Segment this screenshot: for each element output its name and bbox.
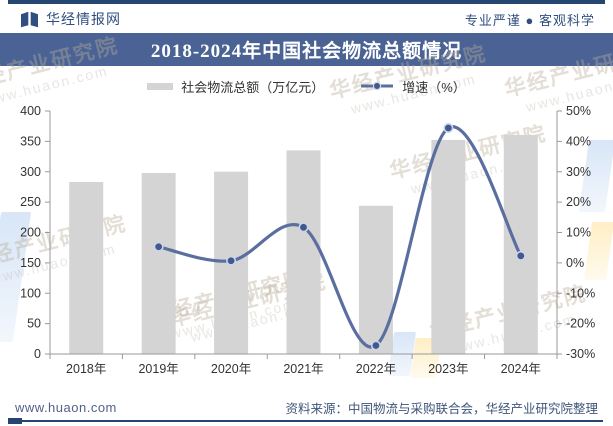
left-axis-label: 0: [34, 347, 41, 361]
open-book-logo-icon: [20, 11, 39, 28]
x-axis-label: 2021年: [283, 362, 323, 376]
brand-name: 华经情报网: [46, 11, 121, 27]
left-axis-label: 150: [20, 256, 41, 270]
right-axis-label: 0%: [566, 256, 584, 270]
left-axis-label: 50: [27, 317, 41, 331]
growth-marker: [443, 123, 454, 134]
right-axis-label: 10%: [566, 226, 591, 240]
left-axis-label: 350: [20, 134, 41, 148]
right-axis-label: 40%: [566, 134, 591, 148]
header-slogan: 专业严谨 ● 客观科学: [464, 12, 595, 28]
growth-marker: [515, 250, 526, 261]
left-axis-label: 400: [20, 104, 41, 118]
x-axis-label: 2019年: [138, 362, 178, 376]
top-border-rule: [8, 0, 605, 4]
bar-2021年: [286, 150, 321, 354]
bottom-border-cap: [8, 418, 22, 424]
axes: 0 50 100 150 200 250 300 350 400 -30% -20% -10% 0% 10…: [20, 104, 595, 376]
chart-legend: 社会物流总额（万亿元） 增速（%）: [0, 76, 613, 96]
left-axis-label: 250: [20, 195, 41, 209]
bar-2018年: [69, 182, 104, 354]
footer-bar: www.huaon.com 资料来源：中国物流与采购联合会，华经产业研究院整理: [0, 398, 613, 416]
header-bar: 华经情报网 专业严谨 ● 客观科学: [0, 6, 613, 32]
legend-item-growth: 增速（%）: [360, 77, 466, 96]
x-axis-label: 2023年: [428, 362, 468, 376]
growth-line-path: [157, 125, 523, 349]
bars-series: [69, 134, 538, 354]
growth-marker: [298, 222, 309, 233]
bottom-border-rule: [8, 420, 603, 422]
source-text: 资料来源：中国物流与采购联合会，华经产业研究院整理: [285, 401, 598, 416]
legend-label-total: 社会物流总额（万亿元）: [181, 79, 325, 95]
x-axis-label: 2020年: [211, 362, 251, 376]
growth-marker: [153, 241, 164, 252]
line-dot-swatch-icon: [360, 81, 394, 91]
right-axis-label: -30%: [566, 347, 595, 361]
page-title: 2018-2024年中国社会物流总额情况: [150, 41, 463, 62]
x-axis-label: 2022年: [356, 362, 396, 376]
bar-2024年: [503, 134, 538, 354]
bar-2023年: [431, 139, 466, 354]
bar-2019年: [141, 172, 176, 354]
chart-canvas: 0 50 100 150 200 250 300 350 400 -30% -20% -10% 0% 10…: [20, 104, 595, 376]
left-axis-label: 100: [20, 286, 41, 300]
brand: 华经情报网: [20, 9, 121, 29]
left-axis-label: 200: [20, 226, 41, 240]
legend-item-total: 社会物流总额（万亿元）: [147, 77, 324, 96]
legend-label-growth: 增速（%）: [402, 79, 466, 95]
right-axis-label: 20%: [566, 195, 591, 209]
site-link[interactable]: www.huaon.com: [15, 399, 117, 415]
bar-2022年: [358, 205, 393, 354]
growth-marker: [226, 255, 237, 266]
growth-marker: [370, 340, 381, 351]
bar-swatch-icon: [147, 82, 174, 90]
right-axis-label: 50%: [566, 104, 591, 118]
right-axis-label: -10%: [566, 286, 595, 300]
right-axis-label: 30%: [566, 165, 591, 179]
right-axis-label: -20%: [566, 317, 595, 331]
x-axis-label: 2024年: [501, 362, 541, 376]
x-axis-label: 2018年: [66, 362, 106, 376]
title-banner: 2018-2024年中国社会物流总额情况: [0, 33, 613, 66]
left-axis-label: 300: [20, 165, 41, 179]
